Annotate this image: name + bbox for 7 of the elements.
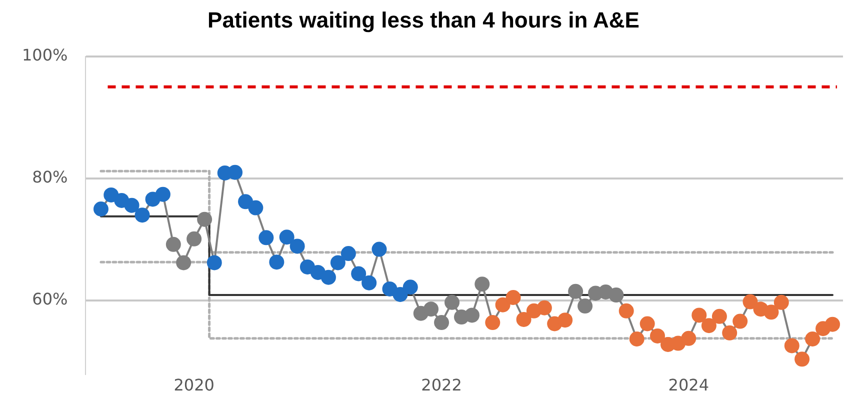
x-tick-label: 2020: [174, 376, 214, 395]
x-tick-label: 2024: [668, 376, 709, 395]
x-tick-label: 2022: [421, 376, 462, 395]
y-tick-label: 100%: [22, 46, 68, 65]
y-tick-label: 60%: [32, 290, 68, 309]
y-tick-label: 80%: [32, 168, 68, 187]
chart-title: Patients waiting less than 4 hours in A&E: [208, 7, 640, 32]
